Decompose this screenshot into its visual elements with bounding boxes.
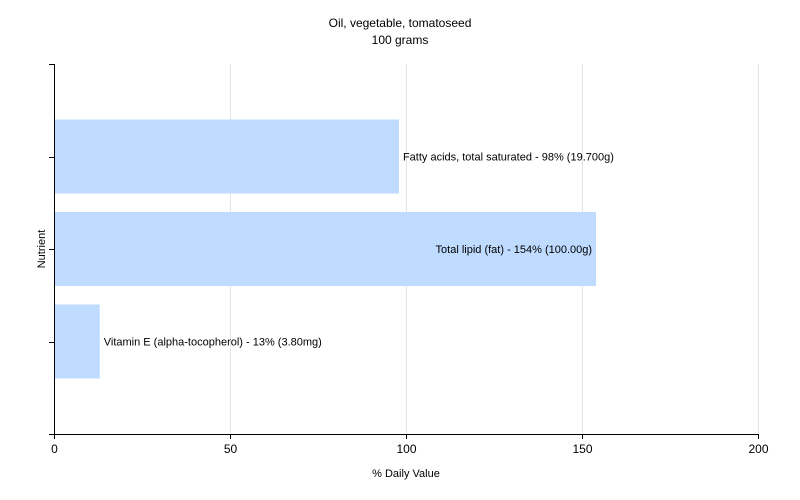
bar-3: [55, 304, 100, 379]
bar-2: [55, 212, 597, 286]
x-tick-label-0: 0: [51, 442, 58, 456]
x-tick-label-150: 150: [572, 442, 592, 456]
bars: [55, 119, 597, 379]
bar-label-2: Total lipid (fat) - 154% (100.00g): [436, 244, 593, 256]
bar-1: [55, 119, 399, 194]
bar-labels: Fatty acids, total saturated - 98% (19.7…: [104, 152, 614, 349]
chart-title: Oil, vegetable, tomatoseed: [329, 16, 472, 30]
x-tick-label-100: 100: [396, 442, 416, 456]
bar-label-3: Vitamin E (alpha-tocopherol) - 13% (3.80…: [104, 337, 322, 349]
x-axis-title: % Daily Value: [372, 468, 440, 480]
axis-ticks: 0 50 100 150 200: [49, 64, 769, 456]
bar-label-1: Fatty acids, total saturated - 98% (19.7…: [403, 152, 614, 164]
x-tick-label-50: 50: [224, 442, 238, 456]
x-tick-label-200: 200: [748, 442, 768, 456]
y-axis-title: Nutrient: [36, 230, 48, 269]
chart-subtitle: 100 grams: [372, 33, 429, 47]
